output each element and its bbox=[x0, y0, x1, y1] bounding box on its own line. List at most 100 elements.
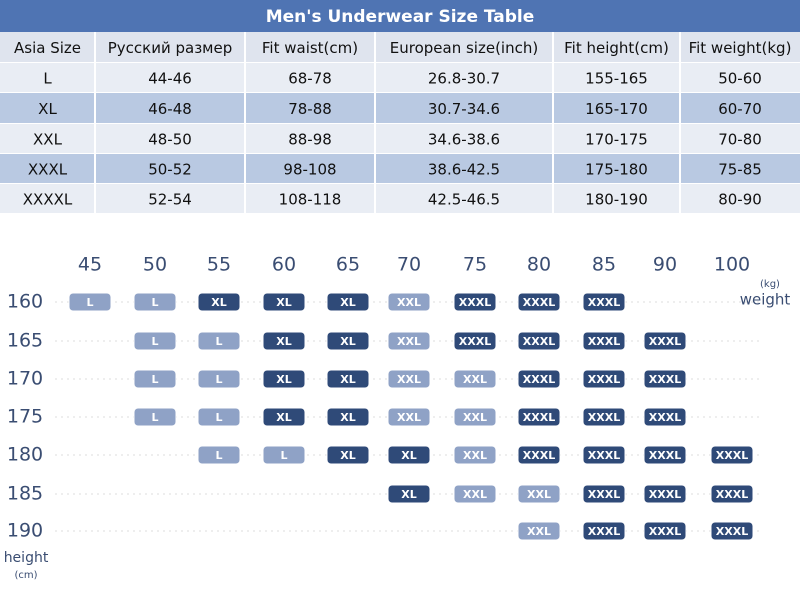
table-row bbox=[0, 32, 800, 63]
size-badge bbox=[197, 407, 241, 427]
size-badge bbox=[710, 521, 754, 541]
table-cell: 98-108 bbox=[283, 161, 336, 179]
table-cell: 165-170 bbox=[585, 100, 648, 118]
table-cell: 78-88 bbox=[288, 100, 332, 118]
size-text: XL bbox=[401, 449, 417, 462]
size-badge bbox=[387, 445, 431, 465]
height-label: 170 bbox=[7, 368, 43, 390]
table-cell: XXXXL bbox=[23, 191, 73, 209]
size-text: XXXL bbox=[523, 449, 555, 462]
table-cell: 75-85 bbox=[718, 161, 762, 179]
size-text: XXXL bbox=[649, 525, 681, 538]
size-badge bbox=[643, 521, 687, 541]
size-text: XL bbox=[276, 411, 292, 424]
size-badge bbox=[133, 331, 177, 351]
size-text: XXL bbox=[463, 411, 487, 424]
table-row bbox=[0, 63, 800, 93]
size-badge bbox=[197, 331, 241, 351]
size-badge bbox=[643, 407, 687, 427]
size-badge bbox=[453, 292, 497, 312]
size-text: XXXL bbox=[716, 525, 748, 538]
size-text: XXL bbox=[463, 449, 487, 462]
height-unit: (cm) bbox=[14, 570, 37, 581]
size-text: XL bbox=[401, 488, 417, 501]
size-text: XXXL bbox=[523, 411, 555, 424]
size-badge bbox=[453, 369, 497, 389]
header-cell: European size(inch) bbox=[390, 39, 538, 57]
height-label: 185 bbox=[7, 483, 43, 505]
table-cell: XXL bbox=[33, 131, 63, 149]
size-text: XL bbox=[340, 373, 356, 386]
size-text: XL bbox=[340, 335, 356, 348]
size-badge bbox=[262, 331, 306, 351]
size-text: L bbox=[215, 335, 222, 348]
header-cell: Asia Size bbox=[14, 39, 81, 57]
height-label: 190 bbox=[7, 520, 43, 542]
size-badge bbox=[133, 407, 177, 427]
size-text: XL bbox=[276, 296, 292, 309]
table-cell: 44-46 bbox=[148, 70, 192, 88]
size-text: XXXL bbox=[459, 296, 491, 309]
title-bar bbox=[0, 0, 800, 32]
size-badge bbox=[326, 369, 370, 389]
table-cell: 80-90 bbox=[718, 191, 762, 209]
table-cell: 60-70 bbox=[718, 100, 762, 118]
size-badge bbox=[710, 484, 754, 504]
table-cell: 52-54 bbox=[148, 191, 192, 209]
size-text: L bbox=[151, 335, 158, 348]
size-badge bbox=[582, 521, 626, 541]
header-cell: Русский размер bbox=[108, 39, 233, 57]
size-text: XL bbox=[276, 373, 292, 386]
size-text: L bbox=[151, 373, 158, 386]
size-badge bbox=[582, 407, 626, 427]
size-badge bbox=[326, 407, 370, 427]
size-badge bbox=[387, 484, 431, 504]
size-text: XXXL bbox=[588, 335, 620, 348]
size-badge bbox=[517, 521, 561, 541]
size-badge bbox=[326, 331, 370, 351]
size-badge bbox=[387, 331, 431, 351]
size-text: XL bbox=[340, 296, 356, 309]
weight-label: 45 bbox=[78, 254, 102, 276]
weight-label: 70 bbox=[397, 254, 421, 276]
size-badge bbox=[387, 292, 431, 312]
size-text: XXL bbox=[397, 296, 421, 309]
size-badge bbox=[643, 369, 687, 389]
size-text: XXL bbox=[527, 525, 551, 538]
size-text: XXXL bbox=[588, 488, 620, 501]
size-badge bbox=[643, 484, 687, 504]
size-text: XXXL bbox=[716, 488, 748, 501]
size-text: XXL bbox=[397, 373, 421, 386]
table-cell: XXXL bbox=[28, 161, 68, 179]
size-badge bbox=[582, 369, 626, 389]
size-text: L bbox=[215, 373, 222, 386]
weight-unit: (kg) bbox=[760, 279, 780, 290]
table-cell: 180-190 bbox=[585, 191, 648, 209]
size-badge bbox=[453, 484, 497, 504]
weight-label: 65 bbox=[336, 254, 360, 276]
header-cell: Fit weight(kg) bbox=[689, 39, 792, 57]
size-badge bbox=[387, 369, 431, 389]
weight-label: 60 bbox=[272, 254, 296, 276]
table-row bbox=[0, 184, 800, 214]
size-grid: 45 50 55 60 65 70 75 80 85 90 100 160 165 170 175 180 18… bbox=[7, 254, 760, 542]
size-badge bbox=[197, 445, 241, 465]
size-text: L bbox=[151, 411, 158, 424]
size-badge bbox=[197, 369, 241, 389]
size-badge bbox=[582, 445, 626, 465]
table-cell: 46-48 bbox=[148, 100, 192, 118]
table-cell: 68-78 bbox=[288, 70, 332, 88]
weight-label: 75 bbox=[463, 254, 487, 276]
size-badge bbox=[326, 445, 370, 465]
table-cell: 155-165 bbox=[585, 70, 648, 88]
size-text: XXL bbox=[463, 373, 487, 386]
header-cell: Fit waist(cm) bbox=[262, 39, 358, 57]
size-badge bbox=[582, 331, 626, 351]
size-text: XXXL bbox=[523, 373, 555, 386]
size-badge bbox=[643, 445, 687, 465]
size-badge bbox=[133, 292, 177, 312]
height-label: 165 bbox=[7, 330, 43, 352]
size-text: L bbox=[280, 449, 287, 462]
height-label: 160 bbox=[7, 291, 43, 313]
table-row bbox=[0, 93, 800, 124]
